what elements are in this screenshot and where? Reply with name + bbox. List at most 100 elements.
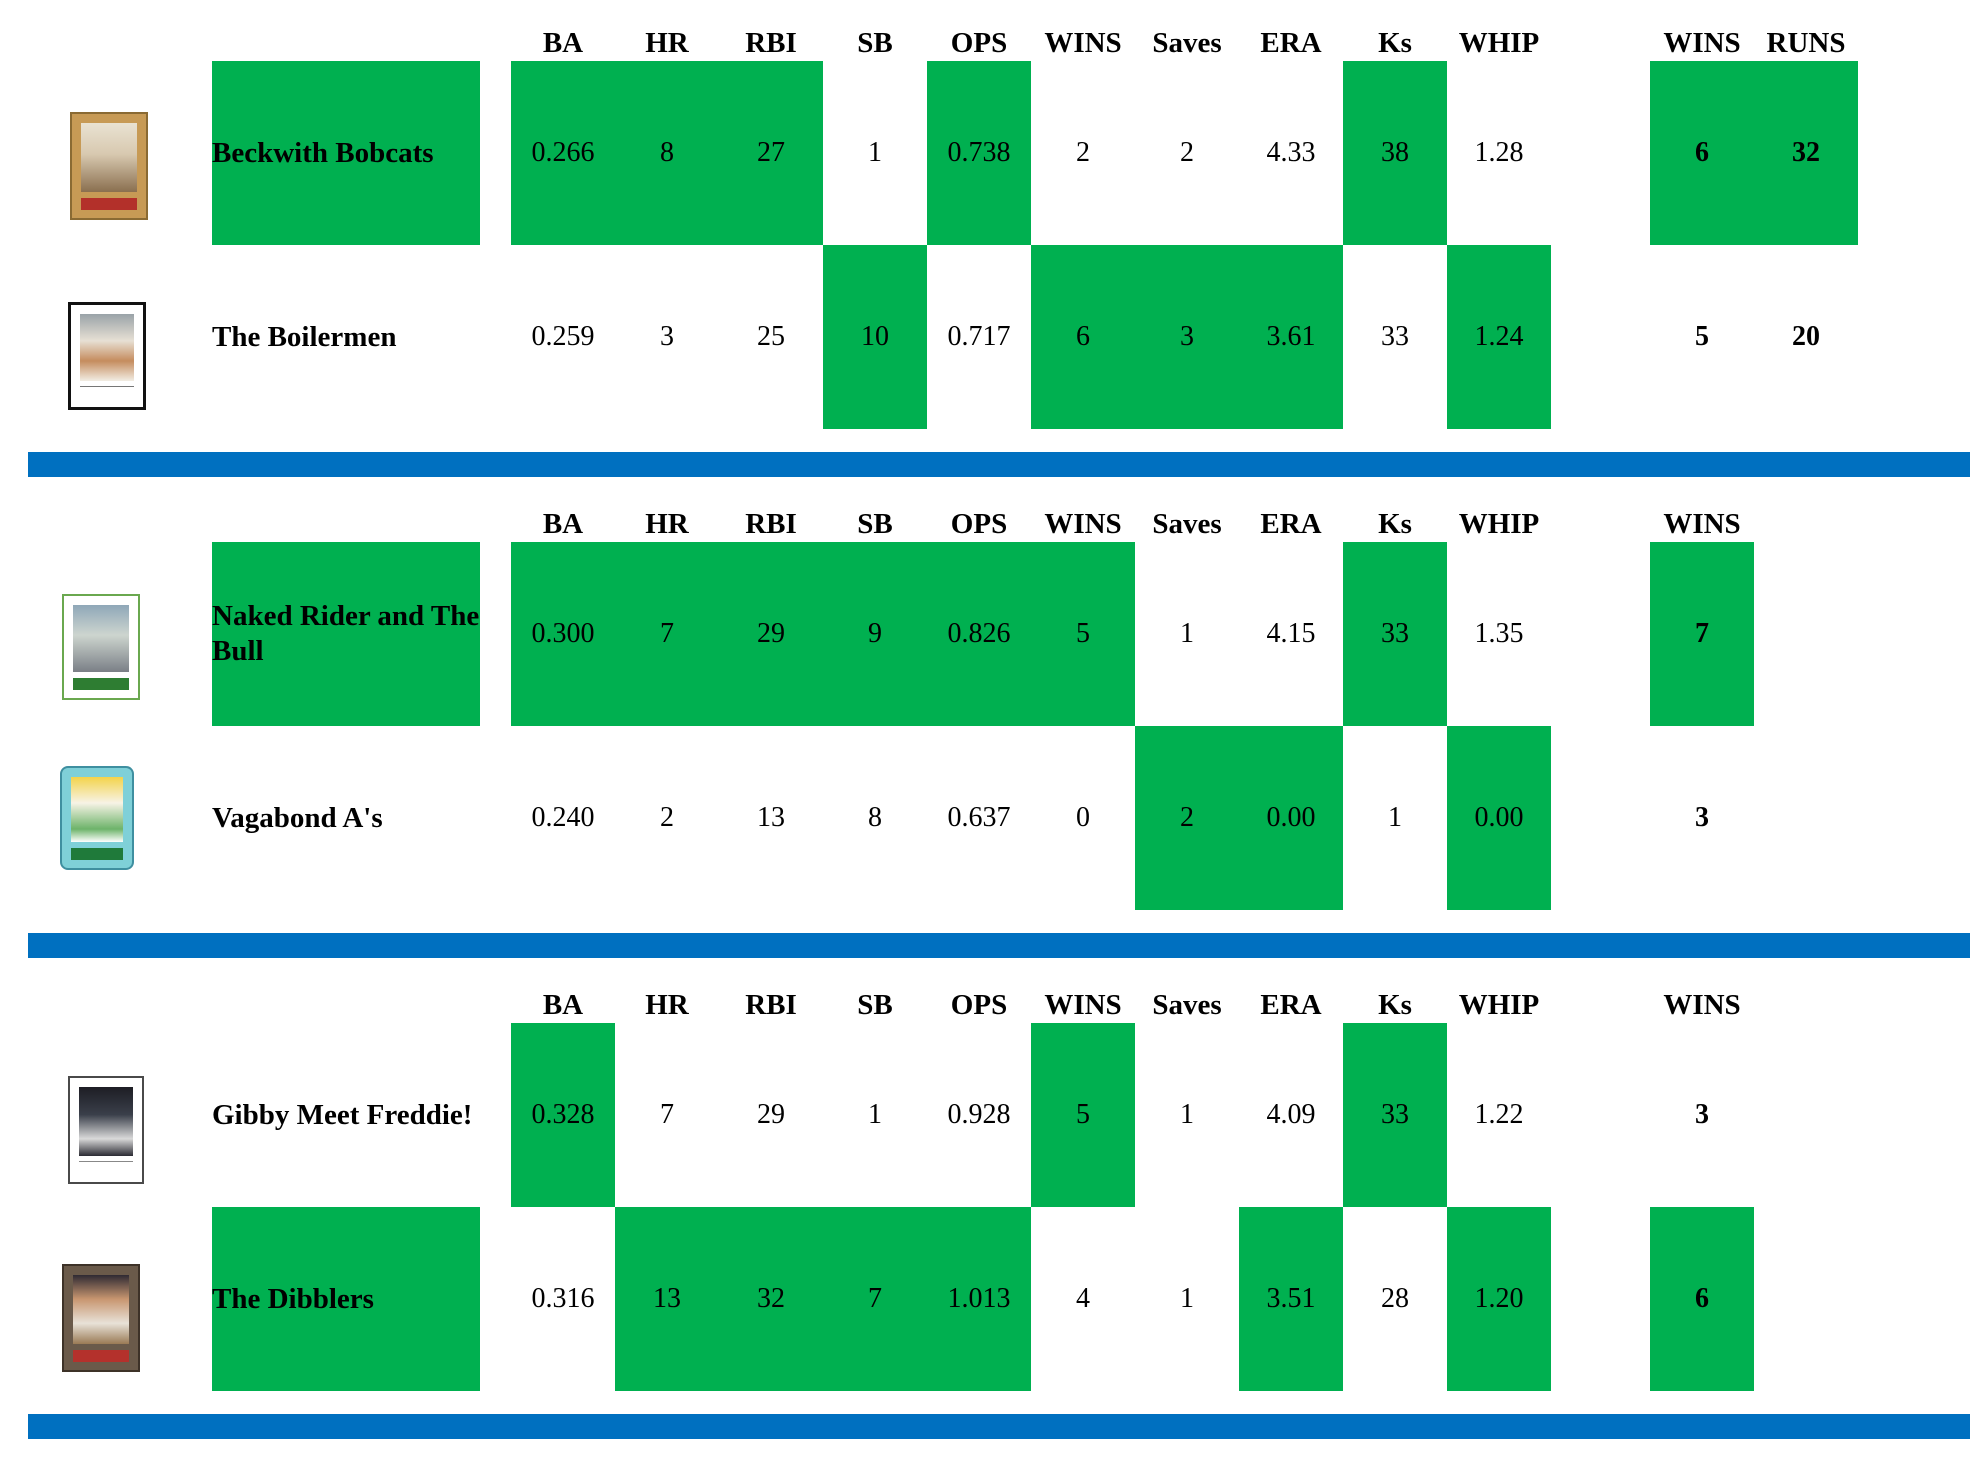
team-row: The Boilermen 0.259 3 25 10 0.717 6 3 3.… xyxy=(0,245,1986,429)
header-saves: Saves xyxy=(1152,508,1222,540)
header-sb: SB xyxy=(857,27,893,59)
stat-saves: 1 xyxy=(1180,618,1194,649)
header-result-wins: WINS xyxy=(1663,508,1741,540)
header-wins: WINS xyxy=(1044,508,1122,540)
team-row: The Dibblers 0.316 13 32 7 1.013 4 1 3.5… xyxy=(0,1207,1986,1391)
stat-ks: 38 xyxy=(1343,61,1447,245)
result-wins: 6 xyxy=(1650,61,1754,245)
stat-wins: 2 xyxy=(1076,137,1090,168)
stat-ba: 0.266 xyxy=(511,61,615,245)
stat-sb: 8 xyxy=(868,802,882,833)
header-rbi: RBI xyxy=(745,508,797,540)
matchup-divider xyxy=(28,1414,1970,1439)
stat-rbi: 29 xyxy=(757,1099,785,1130)
team-row: Beckwith Bobcats 0.266 8 27 1 0.738 2 2 … xyxy=(0,61,1986,245)
team-name[interactable]: Beckwith Bobcats xyxy=(212,61,480,245)
stat-whip: 1.35 xyxy=(1474,618,1524,649)
header-era: ERA xyxy=(1260,989,1322,1021)
stat-sb: 9 xyxy=(823,542,927,726)
matchup-3: BA HR RBI SB OPS WINS Saves ERA Ks WHIP … xyxy=(0,962,1986,1402)
team-name[interactable]: The Boilermen xyxy=(212,320,397,353)
stat-rbi: 27 xyxy=(719,61,823,245)
stat-ba: 0.328 xyxy=(511,1023,615,1207)
stat-ops: 1.013 xyxy=(927,1207,1031,1391)
stat-ks: 1 xyxy=(1388,802,1402,833)
baseball-card-icon[interactable] xyxy=(68,302,146,410)
header-result-wins: WINS xyxy=(1663,27,1741,59)
header-whip: WHIP xyxy=(1458,27,1540,59)
header-hr: HR xyxy=(645,27,689,59)
stat-hr: 13 xyxy=(615,1207,719,1391)
result-wins: 5 xyxy=(1695,321,1709,352)
stat-ba: 0.240 xyxy=(531,802,595,833)
header-ks: Ks xyxy=(1378,27,1412,59)
header-ops: OPS xyxy=(950,27,1008,59)
stat-rbi: 13 xyxy=(757,802,785,833)
stat-hr: 7 xyxy=(615,542,719,726)
result-wins: 3 xyxy=(1695,802,1709,833)
header-sb: SB xyxy=(857,989,893,1021)
stat-era: 4.33 xyxy=(1266,137,1316,168)
stat-saves: 1 xyxy=(1180,1099,1194,1130)
stat-whip: 1.28 xyxy=(1474,137,1524,168)
header-ba: BA xyxy=(542,989,584,1021)
stat-era: 0.00 xyxy=(1239,726,1343,910)
stat-whip: 1.24 xyxy=(1447,245,1551,429)
baseball-card-icon[interactable] xyxy=(62,1264,140,1372)
header-ks: Ks xyxy=(1378,508,1412,540)
stat-hr: 8 xyxy=(615,61,719,245)
stat-saves: 2 xyxy=(1135,726,1239,910)
stat-ba: 0.316 xyxy=(531,1283,595,1314)
stat-whip: 1.22 xyxy=(1474,1099,1524,1130)
result-wins: 6 xyxy=(1650,1207,1754,1391)
stat-rbi: 29 xyxy=(719,542,823,726)
stat-wins: 6 xyxy=(1031,245,1135,429)
header-ks: Ks xyxy=(1378,989,1412,1021)
stat-era: 4.09 xyxy=(1266,1099,1316,1130)
stat-wins: 5 xyxy=(1031,542,1135,726)
team-name[interactable]: Naked Rider and The Bull xyxy=(212,542,480,726)
stat-whip: 0.00 xyxy=(1447,726,1551,910)
header-ops: OPS xyxy=(950,989,1008,1021)
header-hr: HR xyxy=(645,989,689,1021)
header-ba: BA xyxy=(542,27,584,59)
stat-ba: 0.300 xyxy=(511,542,615,726)
stat-rbi: 32 xyxy=(719,1207,823,1391)
matchup-divider xyxy=(28,933,1970,958)
header-hr: HR xyxy=(645,508,689,540)
team-row: Naked Rider and The Bull 0.300 7 29 9 0.… xyxy=(0,542,1986,726)
stat-sb: 1 xyxy=(868,1099,882,1130)
result-runs: 20 xyxy=(1792,321,1820,352)
baseball-card-icon[interactable] xyxy=(70,112,148,220)
header-ba: BA xyxy=(542,508,584,540)
stat-hr: 2 xyxy=(660,802,674,833)
stat-wins: 4 xyxy=(1076,1283,1090,1314)
header-saves: Saves xyxy=(1152,27,1222,59)
team-name[interactable]: Gibby Meet Freddie! xyxy=(212,1098,473,1131)
stat-era: 3.51 xyxy=(1239,1207,1343,1391)
stat-saves: 2 xyxy=(1180,137,1194,168)
stat-sb: 1 xyxy=(868,137,882,168)
matchup-1: BA HR RBI SB OPS WINS Saves ERA Ks WHIP … xyxy=(0,0,1986,440)
result-wins: 3 xyxy=(1695,1099,1709,1130)
stat-ks: 33 xyxy=(1343,542,1447,726)
stat-era: 3.61 xyxy=(1239,245,1343,429)
stat-rbi: 25 xyxy=(757,321,785,352)
stat-sb: 10 xyxy=(823,245,927,429)
stat-saves: 1 xyxy=(1180,1283,1194,1314)
stat-ops: 0.738 xyxy=(927,61,1031,245)
stat-ks: 28 xyxy=(1381,1283,1409,1314)
baseball-card-icon[interactable] xyxy=(60,766,134,870)
baseball-card-icon[interactable] xyxy=(62,594,140,700)
header-whip: WHIP xyxy=(1458,989,1540,1021)
matchup-divider xyxy=(28,452,1970,477)
team-row: Vagabond A's 0.240 2 13 8 0.637 0 2 0.00… xyxy=(0,726,1986,910)
stat-ops: 0.717 xyxy=(947,321,1011,352)
stat-ops: 0.637 xyxy=(947,802,1011,833)
header-rbi: RBI xyxy=(745,989,797,1021)
team-name[interactable]: Vagabond A's xyxy=(212,801,383,834)
header-result-runs: RUNS xyxy=(1766,27,1846,59)
stat-ks: 33 xyxy=(1343,1023,1447,1207)
baseball-card-icon[interactable] xyxy=(68,1076,144,1184)
team-name[interactable]: The Dibblers xyxy=(212,1207,480,1391)
